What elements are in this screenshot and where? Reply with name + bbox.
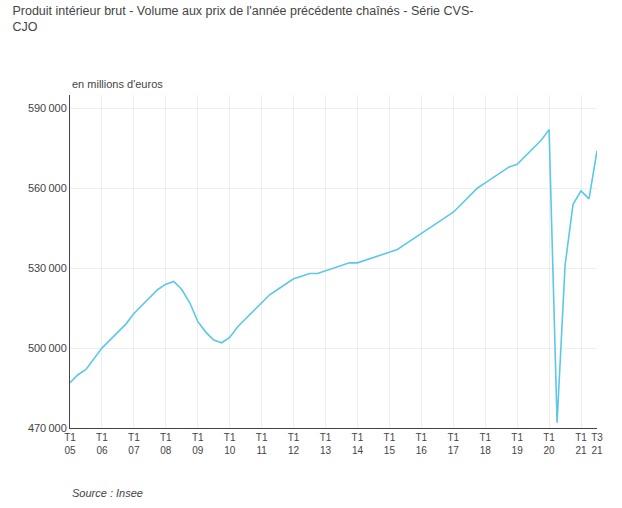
svg-text:560 000: 560 000 xyxy=(28,182,67,194)
svg-text:T119: T119 xyxy=(511,432,523,456)
svg-text:T115: T115 xyxy=(384,432,396,456)
svg-text:T120: T120 xyxy=(543,432,555,456)
svg-text:T321: T321 xyxy=(591,432,603,456)
svg-text:590 000: 590 000 xyxy=(28,102,67,114)
svg-text:470 000: 470 000 xyxy=(28,422,67,434)
svg-text:Produit intérieur brut - Volum: Produit intérieur brut - Volume aux prix… xyxy=(12,4,473,34)
svg-text:Source : Insee: Source : Insee xyxy=(72,487,143,499)
svg-text:500 000: 500 000 xyxy=(28,342,67,354)
svg-text:T121: T121 xyxy=(575,432,587,456)
svg-text:T117: T117 xyxy=(447,432,459,456)
svg-text:T109: T109 xyxy=(192,432,204,456)
svg-text:T118: T118 xyxy=(479,432,491,456)
svg-text:T111: T111 xyxy=(256,432,268,456)
svg-text:T112: T112 xyxy=(288,432,300,456)
svg-text:T110: T110 xyxy=(224,432,236,456)
svg-text:T107: T107 xyxy=(128,432,140,456)
svg-text:T114: T114 xyxy=(352,432,364,456)
svg-text:en millions d'euros: en millions d'euros xyxy=(72,78,163,90)
svg-text:530 000: 530 000 xyxy=(28,262,67,274)
svg-text:T113: T113 xyxy=(320,432,332,456)
svg-text:T108: T108 xyxy=(160,432,172,456)
svg-text:T105: T105 xyxy=(64,432,76,456)
svg-text:T106: T106 xyxy=(96,432,108,456)
svg-text:T116: T116 xyxy=(415,432,427,456)
